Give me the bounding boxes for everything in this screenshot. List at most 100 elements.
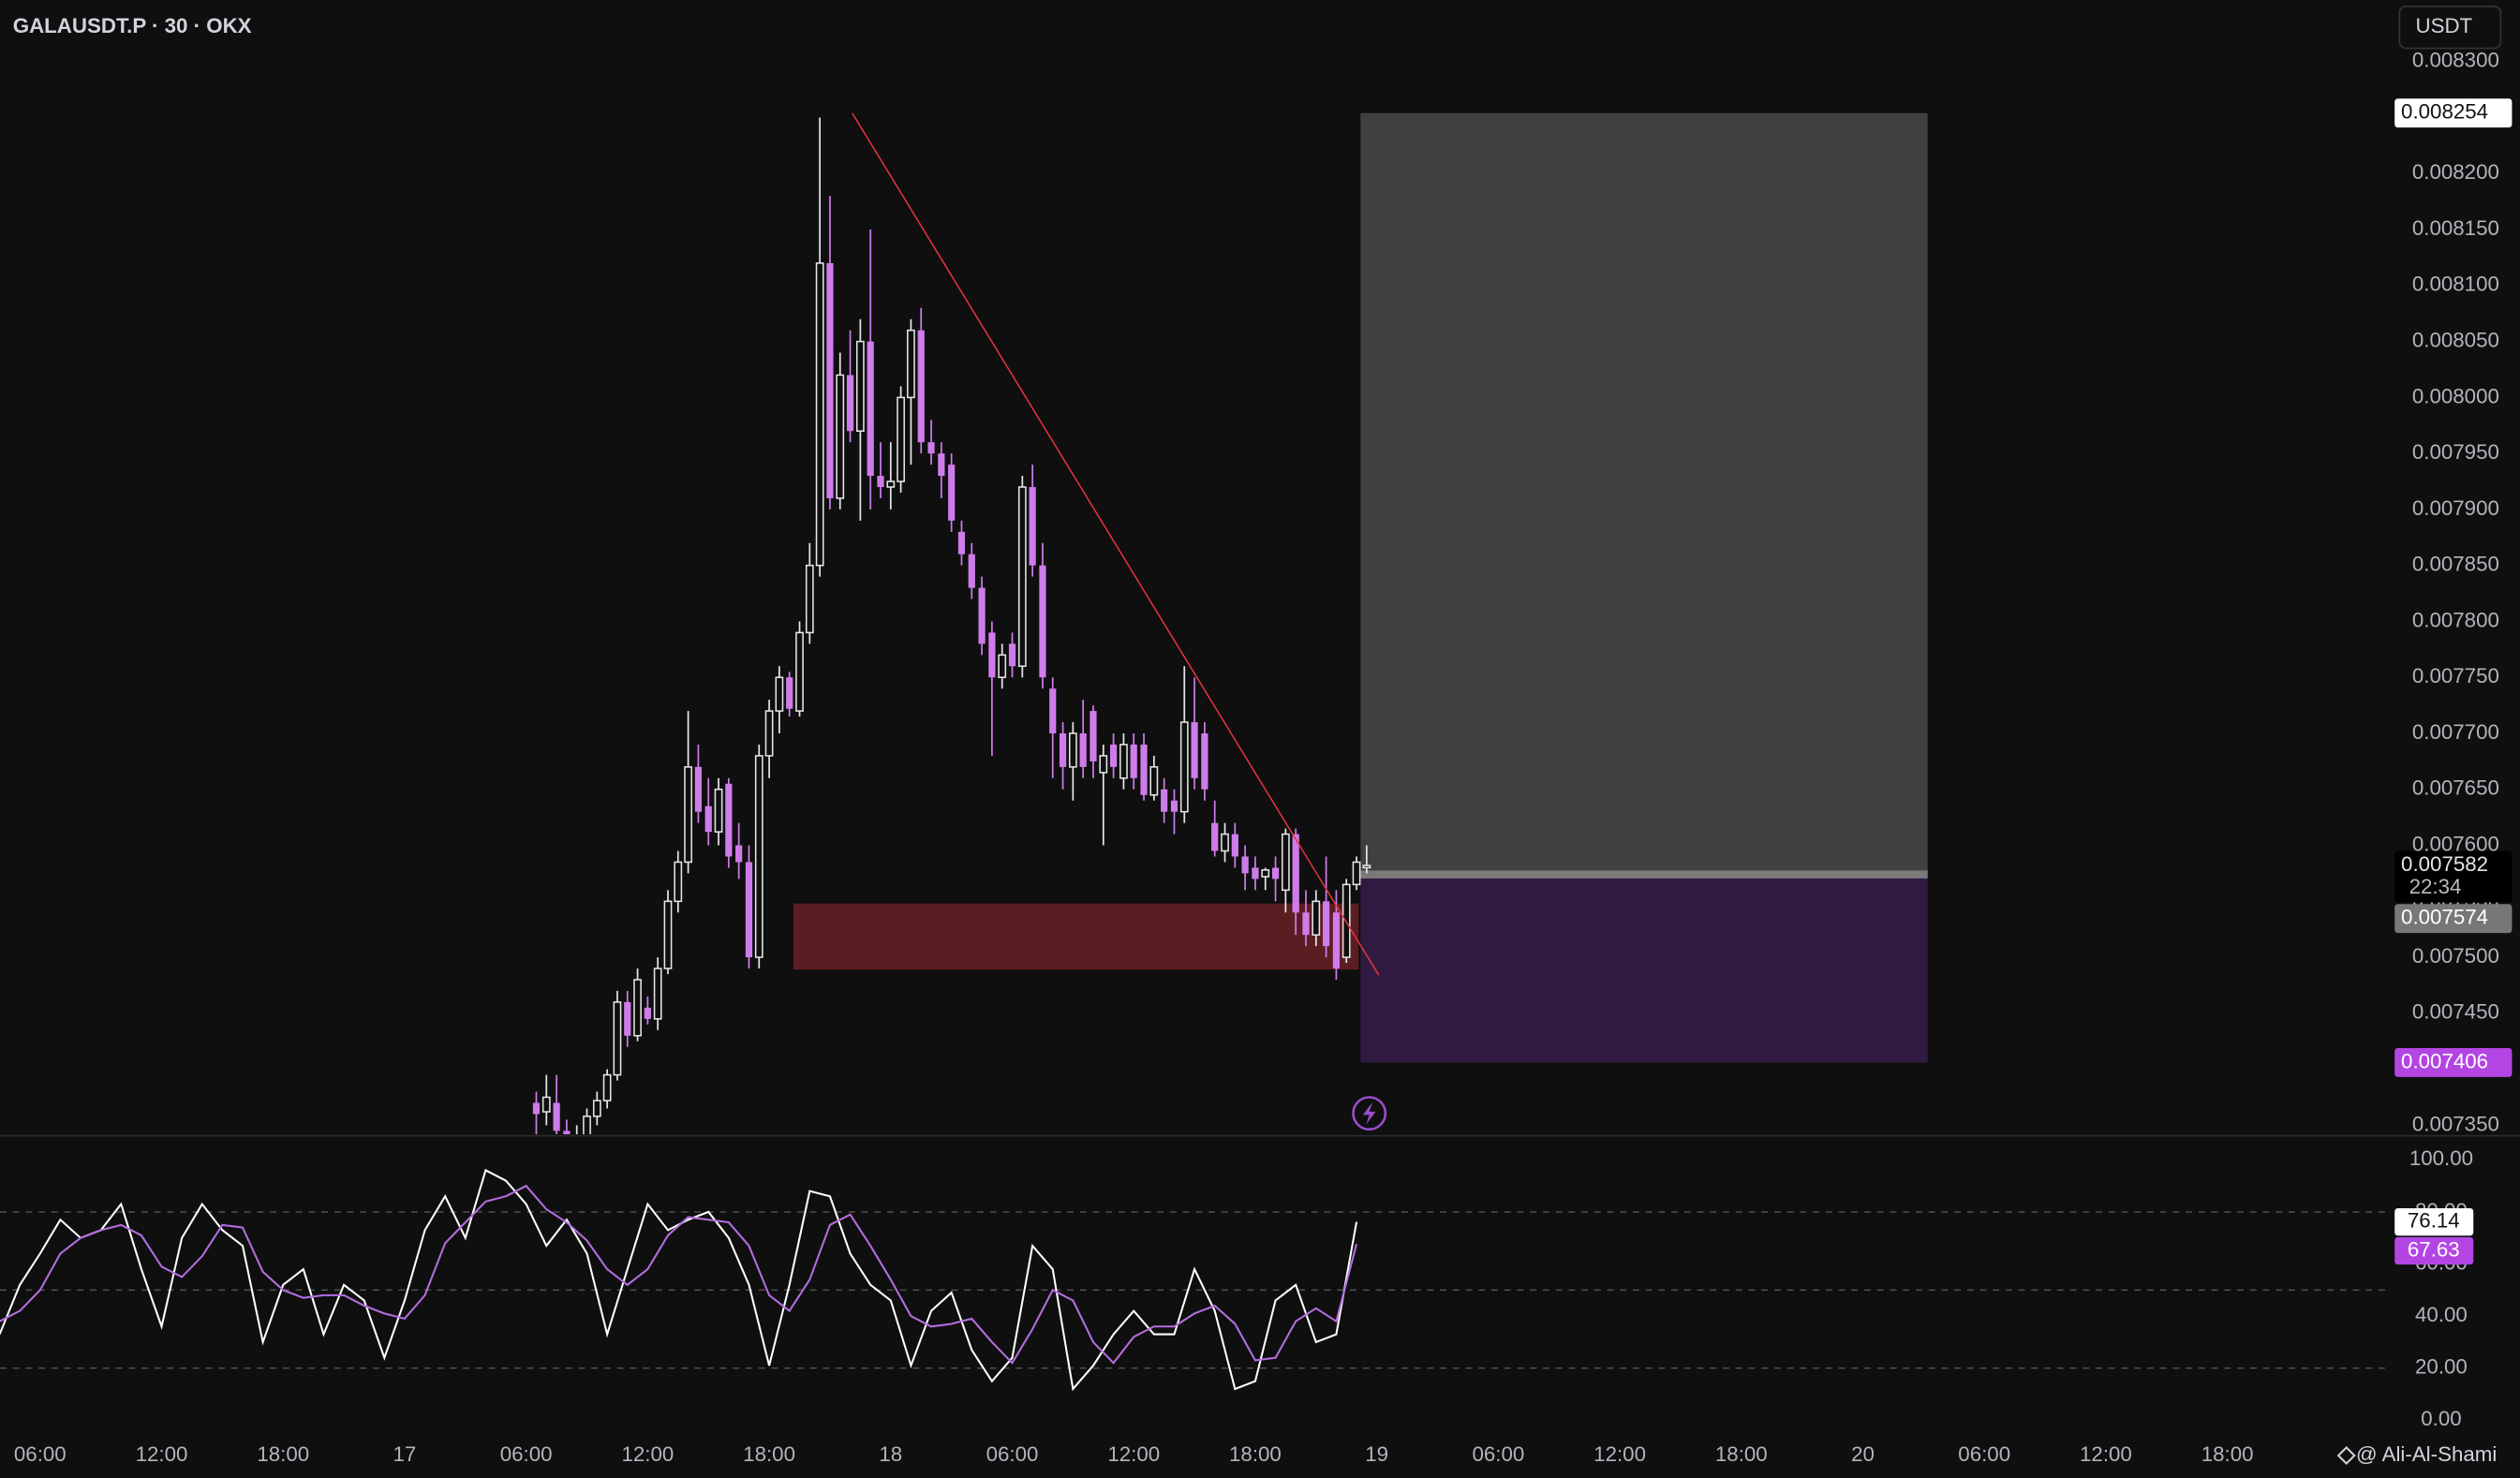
price-tick-label: 0.007800	[2412, 608, 2499, 631]
candle-body	[745, 862, 753, 958]
price-tick-label: 0.007900	[2412, 496, 2499, 520]
time-tick-label: 18	[879, 1442, 902, 1466]
candle-body	[1261, 869, 1270, 878]
candle-body	[1241, 856, 1249, 874]
candle-body	[1362, 865, 1371, 869]
watermark: @ Ali-Al-Shami	[2336, 1442, 2497, 1466]
candle-body	[714, 788, 723, 833]
candle-body	[795, 631, 804, 712]
candle-body	[1352, 861, 1361, 886]
time-tick-label: 18:00	[2201, 1442, 2254, 1466]
currency-label[interactable]: USDT	[2415, 14, 2472, 37]
candle-body	[1292, 834, 1299, 913]
price-tick-label: 0.008300	[2412, 49, 2499, 72]
candle-body	[1231, 834, 1238, 857]
candle-body	[1170, 800, 1178, 812]
entry-price-label: 0.007574	[2401, 906, 2488, 929]
price-tick-label: 0.008000	[2412, 384, 2499, 407]
candle-body	[1211, 822, 1219, 851]
time-tick-label: 06:00	[1472, 1442, 1524, 1466]
candle-body	[957, 531, 966, 554]
candle-body	[855, 340, 865, 433]
price-tick-label: 0.007950	[2412, 440, 2499, 464]
candle-body	[886, 480, 896, 488]
candle-body	[653, 968, 662, 1020]
candle-body	[1140, 744, 1148, 795]
candle-body	[846, 375, 854, 432]
candle-body	[1090, 711, 1097, 761]
candle-body	[998, 654, 1007, 678]
position-profit-area	[1360, 112, 1928, 875]
candle-body	[1017, 486, 1027, 668]
candle-body	[663, 900, 673, 969]
candle-body	[877, 476, 884, 488]
symbol-title: GALAUSDT.P · 30 · OKX	[13, 14, 252, 37]
candle-body	[1312, 900, 1321, 936]
candle-body	[764, 710, 774, 757]
oscillator-value-bg	[2394, 1208, 2474, 1236]
osc-tick-label: 20.00	[2415, 1355, 2468, 1379]
time-tick-label: 06:00	[986, 1442, 1039, 1466]
oscillator-value-bg	[2394, 1236, 2474, 1265]
price-tick-label: 0.008050	[2412, 328, 2499, 351]
candle-body	[1281, 833, 1290, 892]
time-tick-label: 06:00	[500, 1442, 553, 1466]
last-price-label-bg	[2394, 850, 2513, 903]
candle-body	[786, 677, 793, 709]
candle-body	[694, 766, 703, 812]
candle-body	[968, 554, 975, 588]
candle-body	[1221, 833, 1229, 852]
entry-price-label-bg	[2394, 904, 2513, 934]
candle-body	[1049, 688, 1057, 733]
candle-body	[1302, 912, 1310, 936]
candle-body	[978, 587, 986, 644]
candle-body	[624, 1001, 631, 1036]
last-price-label: 0.007582	[2401, 852, 2488, 876]
candle-body	[754, 755, 763, 958]
candle-body	[602, 1073, 612, 1101]
time-tick-label: 19	[1365, 1442, 1388, 1466]
alert-icon	[1352, 1096, 1387, 1131]
oscillator-line	[0, 1184, 1358, 1365]
target-price-label-bg	[2394, 98, 2513, 128]
candle-body	[1119, 744, 1128, 779]
candle-body	[1130, 744, 1137, 778]
time-tick-label: 18:00	[1229, 1442, 1282, 1466]
candle-body	[988, 632, 996, 678]
candle-body	[1323, 901, 1330, 947]
time-tick-label: 12:00	[2080, 1442, 2132, 1466]
currency-button[interactable]	[2398, 6, 2502, 50]
candle-body	[1161, 789, 1168, 812]
candle-body	[674, 861, 683, 903]
time-tick-label: 12:00	[136, 1442, 188, 1466]
candle-body	[927, 442, 935, 454]
time-tick-label: 18:00	[257, 1442, 309, 1466]
osc-tick-label: 0.00	[2421, 1407, 2461, 1430]
price-tick-label: 0.007850	[2412, 553, 2499, 576]
candle-body	[1008, 643, 1016, 667]
candle-body	[815, 262, 824, 567]
trendline	[852, 112, 1380, 976]
candle-body	[897, 396, 905, 482]
candle-body	[775, 676, 784, 712]
candle-body	[1191, 722, 1198, 778]
price-tick-label: 0.007500	[2412, 944, 2499, 968]
oscillator-line	[0, 1168, 1358, 1392]
candle-body	[704, 806, 712, 833]
osc-tick-label: 40.00	[2415, 1303, 2468, 1326]
candle-body	[1039, 565, 1046, 678]
price-tick-label: 0.007750	[2412, 664, 2499, 687]
price-tick-label: 0.007450	[2412, 1000, 2499, 1024]
candle-body	[1149, 766, 1159, 796]
candle-body	[1271, 867, 1280, 879]
price-tick-label: 0.007650	[2412, 776, 2499, 800]
candle-body	[1110, 744, 1118, 767]
candle-body	[583, 1116, 591, 1134]
candle-body	[1099, 755, 1108, 774]
price-tick-label: 0.008200	[2412, 160, 2499, 184]
candle-body	[613, 1001, 622, 1076]
candle-body	[735, 845, 743, 863]
